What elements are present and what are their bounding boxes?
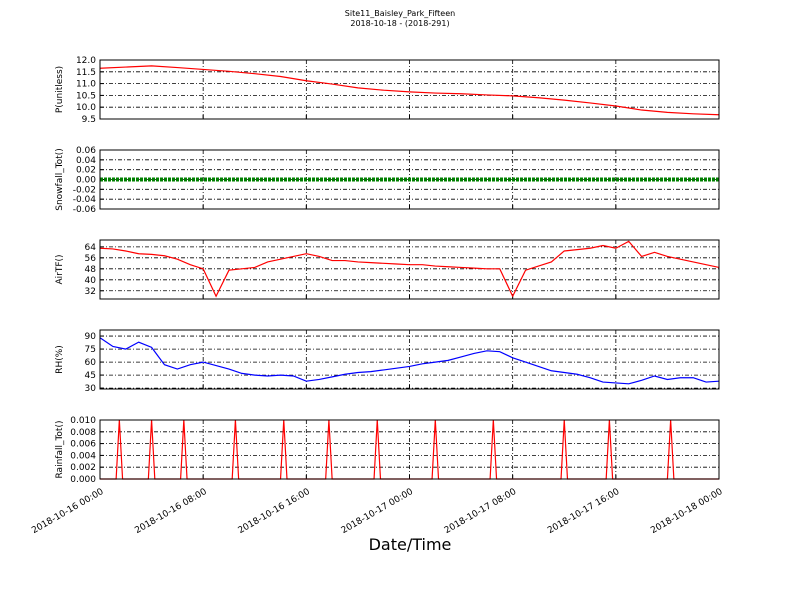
y-tick-label: 40 <box>85 276 97 286</box>
y-tick-label: 11.5 <box>76 68 96 78</box>
plot-frame <box>99 419 720 480</box>
y-tick-label: 11.0 <box>76 80 96 90</box>
plot-frame <box>99 239 720 300</box>
y-axis-label: Snowfall_Tot() <box>55 148 65 211</box>
y-tick-label: 30 <box>85 384 97 394</box>
y-tick-label: 10.0 <box>76 103 96 113</box>
chart-title: Site11_Baisley_Park_Fifteen <box>345 9 455 18</box>
y-tick-label: -0.04 <box>73 195 97 205</box>
y-tick-label: 90 <box>85 332 97 342</box>
y-axis-label: P(unitless) <box>55 66 65 113</box>
chart-subtitle: 2018-10-18 - (2018-291) <box>350 19 449 28</box>
y-tick-label: 75 <box>85 345 96 355</box>
y-tick-label: -0.02 <box>73 185 96 195</box>
y-tick-label: 0.02 <box>76 166 96 176</box>
y-tick-label: 0.04 <box>76 156 96 166</box>
plot-frame <box>99 329 720 390</box>
y-tick-label: 60 <box>85 358 97 368</box>
plot-frame <box>99 149 720 210</box>
y-axis-label: RH(%) <box>55 345 65 374</box>
y-axis-label: Rainfall_Tot() <box>55 421 65 479</box>
plot-frame <box>99 59 720 120</box>
y-tick-label: 0.00 <box>76 176 96 186</box>
series-line <box>99 337 720 385</box>
series-line <box>99 240 720 298</box>
y-tick-label: 12.0 <box>76 56 96 66</box>
y-tick-label: 10.5 <box>76 91 96 101</box>
y-tick-label: -0.06 <box>73 205 97 215</box>
y-tick-label: 0.006 <box>70 440 96 450</box>
y-tick-label: 9.5 <box>82 115 96 125</box>
series-line <box>99 65 720 116</box>
y-tick-label: 56 <box>85 254 97 264</box>
y-tick-label: 0.002 <box>70 463 96 473</box>
y-tick-label: 0.010 <box>70 416 96 426</box>
y-tick-label: 45 <box>85 371 96 381</box>
y-tick-label: 0.000 <box>70 475 96 485</box>
x-axis-label: Date/Time <box>369 535 452 554</box>
y-tick-label: 0.008 <box>70 428 96 438</box>
y-tick-label: 0.06 <box>76 146 96 156</box>
y-axis-label: AirTF() <box>55 254 65 284</box>
y-tick-label: 64 <box>85 243 97 253</box>
y-tick-label: 48 <box>85 265 97 275</box>
y-tick-label: 0.004 <box>70 451 96 461</box>
y-tick-label: 32 <box>85 287 96 297</box>
